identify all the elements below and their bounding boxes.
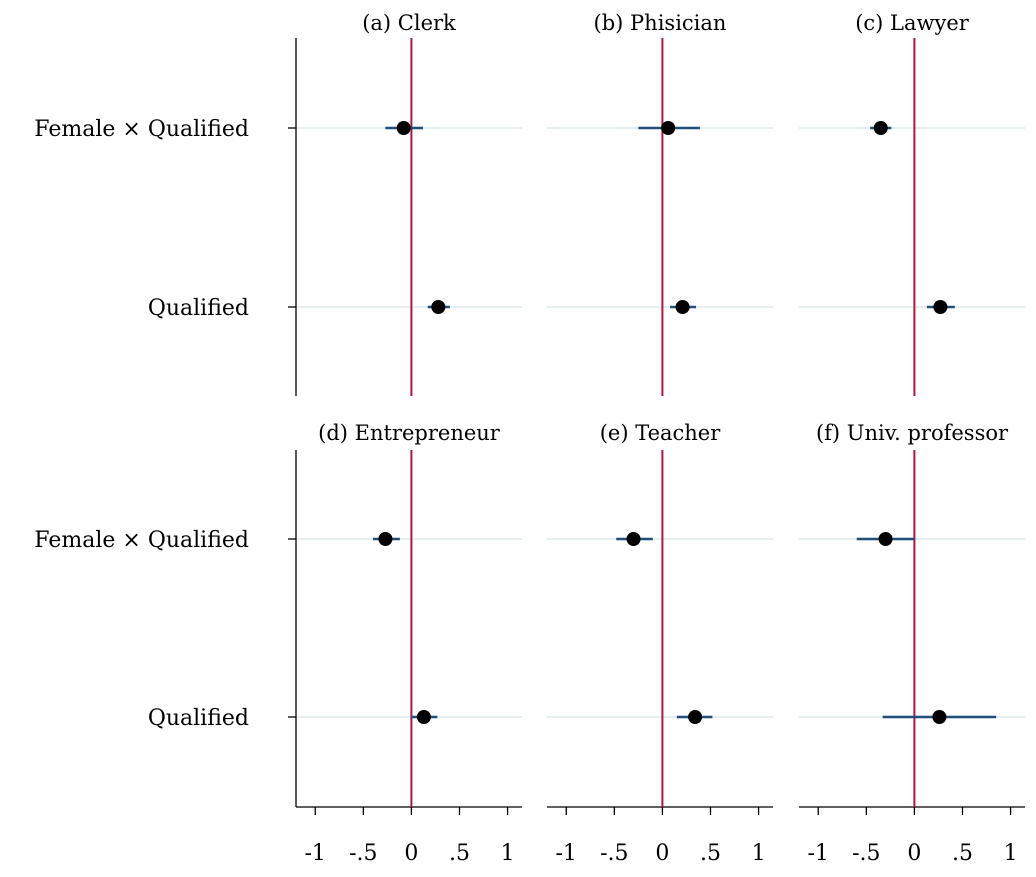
x-tick-label: 1: [752, 841, 766, 866]
panel-6: (f) Univ. professor -1 -.5 0 .5 1: [799, 421, 1025, 866]
y-tick-label: Female × Qualified: [34, 117, 249, 142]
x-tick-label: .5: [952, 841, 973, 866]
point-estimate: [396, 121, 411, 135]
point-estimate: [878, 532, 893, 546]
panel-3: (c) Lawyer: [799, 11, 1025, 396]
panel-title: (f) Univ. professor: [816, 421, 1009, 445]
y-tick-label: Qualified: [148, 296, 249, 321]
panel-title: (c) Lawyer: [855, 11, 970, 35]
x-tick-label: .5: [449, 841, 470, 866]
point-estimate: [932, 710, 947, 724]
panel-title: (e) Teacher: [600, 421, 722, 445]
x-tick-label: 1: [501, 841, 515, 866]
point-estimate: [675, 300, 690, 314]
x-tick-label: -.5: [349, 841, 377, 866]
panel-4: (d) Entrepreneur Female × Qualified Qualif…: [34, 421, 522, 866]
point-estimate: [933, 300, 948, 314]
y-tick-label: Female × Qualified: [34, 528, 249, 553]
panel-2: (b) Phisician: [547, 11, 773, 396]
point-estimate: [873, 121, 888, 135]
point-estimate: [431, 300, 446, 314]
x-tick-label: .5: [700, 841, 721, 866]
x-tick-label: 0: [404, 841, 418, 866]
x-tick-label: 0: [907, 841, 921, 866]
point-estimate: [661, 121, 676, 135]
point-estimate: [688, 710, 703, 724]
point-estimate: [416, 710, 431, 724]
panel-title: (a) Clerk: [362, 11, 456, 35]
x-tick-label: -1: [556, 841, 577, 866]
point-estimate: [378, 532, 393, 546]
panel-title: (d) Entrepreneur: [318, 421, 501, 445]
x-tick-label: -.5: [852, 841, 880, 866]
x-tick-label: -1: [305, 841, 326, 866]
y-tick-label: Qualified: [148, 706, 249, 731]
x-tick-label: 0: [655, 841, 669, 866]
panel-1: (a) Clerk Female × Qualified Qualified: [34, 11, 522, 396]
panel-title: (b) Phisician: [594, 11, 727, 35]
x-tick-label: -1: [808, 841, 829, 866]
point-estimate: [626, 532, 641, 546]
panel-5: (e) Teacher -1 -.5 0 .5 1: [547, 421, 773, 866]
x-tick-label: 1: [1004, 841, 1018, 866]
x-tick-label: -.5: [600, 841, 628, 866]
